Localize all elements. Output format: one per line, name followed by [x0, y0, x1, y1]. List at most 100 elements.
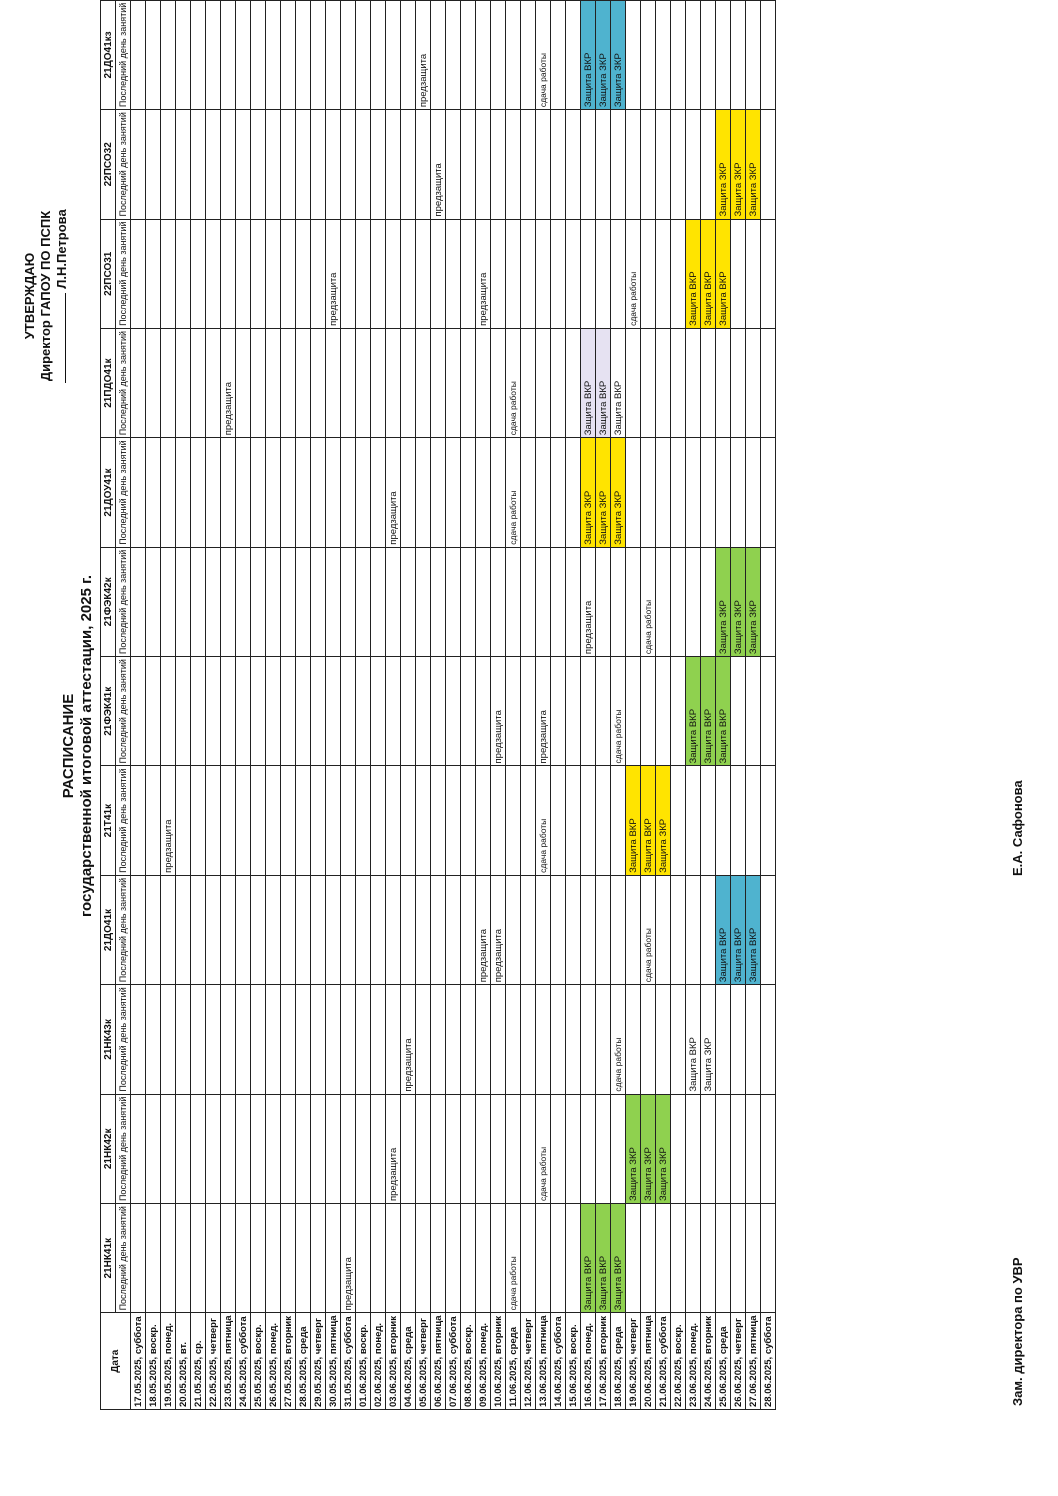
- schedule-cell: Защита ЗКР: [595, 437, 611, 548]
- empty-cell: [235, 1094, 251, 1204]
- empty-cell: [370, 547, 386, 657]
- empty-cell: [625, 656, 641, 766]
- empty-cell: [490, 328, 506, 438]
- table-row: 19.05.2025, понед. предзащита: [160, 0, 176, 1410]
- empty-cell: [760, 765, 776, 876]
- empty-cell: [220, 765, 236, 876]
- empty-cell: [670, 1094, 686, 1204]
- empty-cell: [760, 547, 776, 657]
- empty-cell: [580, 984, 596, 1095]
- schedule-cell: предзащита: [490, 875, 506, 985]
- empty-cell: [670, 765, 686, 876]
- empty-cell: [595, 219, 611, 329]
- subheader-row: Последний день занятий Последний день зан…: [115, 0, 131, 1410]
- empty-cell: [355, 328, 371, 438]
- empty-cell: [160, 984, 176, 1095]
- empty-cell: [760, 656, 776, 766]
- empty-cell: [715, 765, 731, 876]
- table-row: 27.06.2025, пятница Защита ВКР Защита ЗКР З…: [745, 0, 761, 1410]
- empty-cell: [205, 547, 221, 657]
- date-cell: 16.06.2025, понед.: [580, 1312, 596, 1410]
- date-cell: 04.06.2025, среда: [400, 1312, 416, 1410]
- empty-cell: [250, 1203, 266, 1313]
- empty-cell: [430, 437, 446, 548]
- schedule-cell: предзащита: [415, 0, 431, 110]
- empty-cell: [130, 875, 146, 985]
- empty-cell: [490, 547, 506, 657]
- schedule-cell: Защита ЗКР: [715, 109, 731, 220]
- table-row: 29.05.2025, четверг: [310, 0, 326, 1410]
- schedule-cell: предзащита: [475, 875, 491, 985]
- empty-cell: [550, 875, 566, 985]
- empty-cell: [325, 656, 341, 766]
- empty-cell: [565, 328, 581, 438]
- empty-cell: [685, 547, 701, 657]
- empty-cell: [565, 1094, 581, 1204]
- empty-cell: [145, 109, 161, 220]
- empty-cell: [460, 984, 476, 1095]
- empty-cell: [295, 656, 311, 766]
- empty-cell: [190, 984, 206, 1095]
- empty-cell: [475, 984, 491, 1095]
- empty-cell: [730, 437, 746, 548]
- schedule-cell: Защита ВКР: [715, 656, 731, 766]
- empty-cell: [205, 984, 221, 1095]
- schedule-cell: Защита ВКР: [580, 328, 596, 438]
- empty-cell: [175, 1094, 191, 1204]
- empty-cell: [190, 109, 206, 220]
- empty-cell: [400, 875, 416, 985]
- group-header: 21ДО41кз: [100, 0, 116, 110]
- empty-cell: [265, 219, 281, 329]
- empty-cell: [415, 656, 431, 766]
- empty-cell: [415, 984, 431, 1095]
- empty-cell: [145, 219, 161, 329]
- empty-cell: [310, 109, 326, 220]
- schedule-cell: сдача работы: [610, 984, 626, 1095]
- empty-cell: [145, 328, 161, 438]
- table-row: 27.05.2025, вторник: [280, 0, 296, 1410]
- empty-cell: [430, 1094, 446, 1204]
- empty-cell: [190, 656, 206, 766]
- empty-cell: [130, 1203, 146, 1313]
- empty-cell: [280, 1094, 296, 1204]
- date-cell: 01.06.2025, воскр.: [355, 1312, 371, 1410]
- empty-cell: [565, 547, 581, 657]
- empty-cell: [625, 1203, 641, 1313]
- empty-cell: [130, 984, 146, 1095]
- schedule-cell: Защита ЗКР: [700, 984, 716, 1095]
- header-row: Дата 21НК41к 21НК42к 21НК43к 21ДО41к 21Т41к 2…: [100, 0, 131, 1410]
- empty-cell: [430, 219, 446, 329]
- table-row: 23.06.2025, понед. Защита ВКР Защита ВКР За…: [685, 0, 701, 1410]
- group-header: 21Т41к: [100, 765, 116, 876]
- schedule-cell: предзащита: [340, 1203, 356, 1313]
- empty-cell: [130, 0, 146, 110]
- group-subheader: Последний день занятий: [115, 0, 131, 110]
- empty-cell: [700, 328, 716, 438]
- empty-cell: [490, 1094, 506, 1204]
- empty-cell: [280, 328, 296, 438]
- schedule-cell: сдача работы: [610, 656, 626, 766]
- empty-cell: [235, 219, 251, 329]
- empty-cell: [490, 219, 506, 329]
- empty-cell: [190, 328, 206, 438]
- empty-cell: [685, 1203, 701, 1313]
- empty-cell: [640, 0, 656, 110]
- schedule-cell: предзащита: [580, 547, 596, 657]
- empty-cell: [760, 328, 776, 438]
- empty-cell: [475, 437, 491, 548]
- empty-cell: [550, 1203, 566, 1313]
- empty-cell: [505, 984, 521, 1095]
- empty-cell: [295, 1094, 311, 1204]
- empty-cell: [385, 656, 401, 766]
- empty-cell: [370, 1203, 386, 1313]
- empty-cell: [610, 547, 626, 657]
- empty-cell: [460, 656, 476, 766]
- empty-cell: [190, 0, 206, 110]
- date-cell: 26.05.2025, понед.: [265, 1312, 281, 1410]
- table-row: 30.05.2025, пятница предзащита: [325, 0, 341, 1410]
- empty-cell: [310, 547, 326, 657]
- schedule-cell: Защита ВКР: [700, 219, 716, 329]
- schedule-cell: Защита ЗКР: [610, 0, 626, 110]
- date-cell: 17.06.2025, вторник: [595, 1312, 611, 1410]
